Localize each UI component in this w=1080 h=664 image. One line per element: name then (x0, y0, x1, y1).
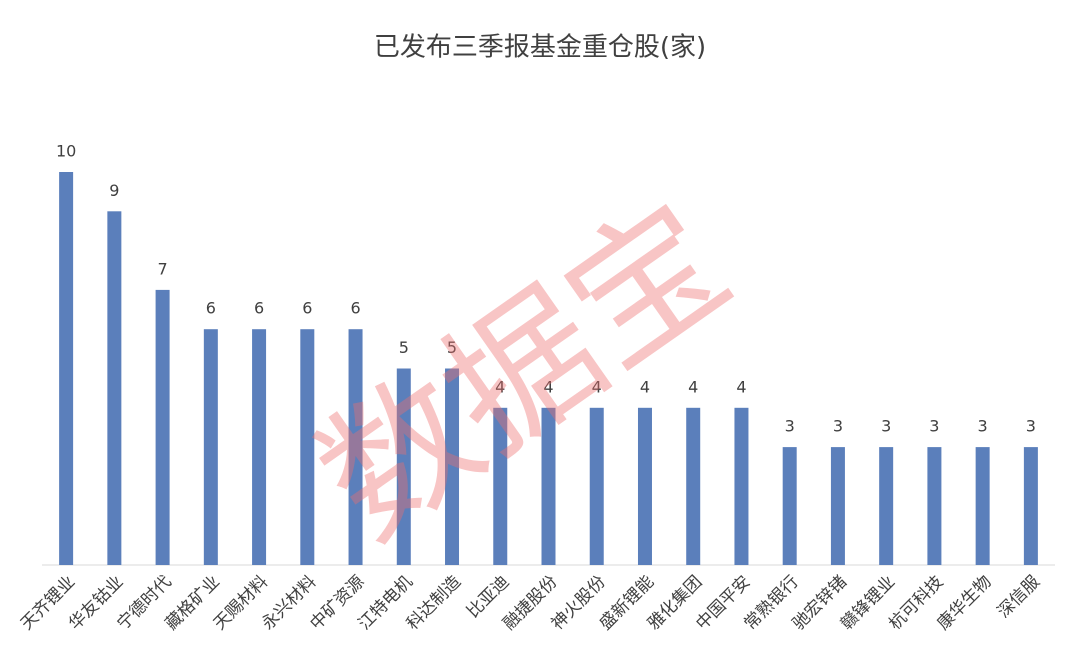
data-label: 6 (350, 299, 360, 318)
bar (348, 329, 363, 565)
bar (396, 368, 411, 565)
x-tick-label: 科达制造 (403, 572, 465, 634)
data-label: 5 (399, 338, 409, 357)
data-label: 4 (688, 377, 698, 396)
data-label: 4 (592, 377, 602, 396)
bar (203, 329, 218, 565)
data-label: 3 (833, 417, 843, 436)
data-label: 10 (56, 142, 76, 161)
bar (107, 211, 122, 566)
bar (155, 289, 170, 565)
bar (589, 407, 604, 565)
bar (830, 447, 845, 565)
data-label: 4 (736, 377, 746, 396)
bar (252, 329, 267, 565)
data-label: 5 (447, 338, 457, 357)
data-label: 3 (1026, 417, 1036, 436)
bar (493, 407, 508, 565)
data-label: 3 (785, 417, 795, 436)
x-tick-label: 康华生物 (933, 572, 995, 634)
data-label: 4 (543, 377, 553, 396)
bar (541, 407, 556, 565)
bar (782, 447, 797, 565)
data-label: 6 (206, 299, 216, 318)
data-label: 4 (640, 377, 650, 396)
bar (975, 447, 990, 565)
bar (734, 407, 749, 565)
data-label: 3 (978, 417, 988, 436)
bar (686, 407, 701, 565)
bar (879, 447, 894, 565)
data-label: 7 (158, 259, 168, 278)
bar (1023, 447, 1038, 565)
x-tick-label: 深信服 (994, 572, 1044, 622)
data-label: 3 (881, 417, 891, 436)
bar (927, 447, 942, 565)
bar (445, 368, 460, 565)
data-label: 6 (302, 299, 312, 318)
data-label: 4 (495, 377, 505, 396)
data-label: 3 (929, 417, 939, 436)
data-label: 9 (109, 181, 119, 200)
bar (300, 329, 315, 565)
chart-title: 已发布三季报基金重仓股(家) (374, 33, 706, 63)
data-label: 6 (254, 299, 264, 318)
bar (59, 172, 74, 565)
bar (637, 407, 652, 565)
